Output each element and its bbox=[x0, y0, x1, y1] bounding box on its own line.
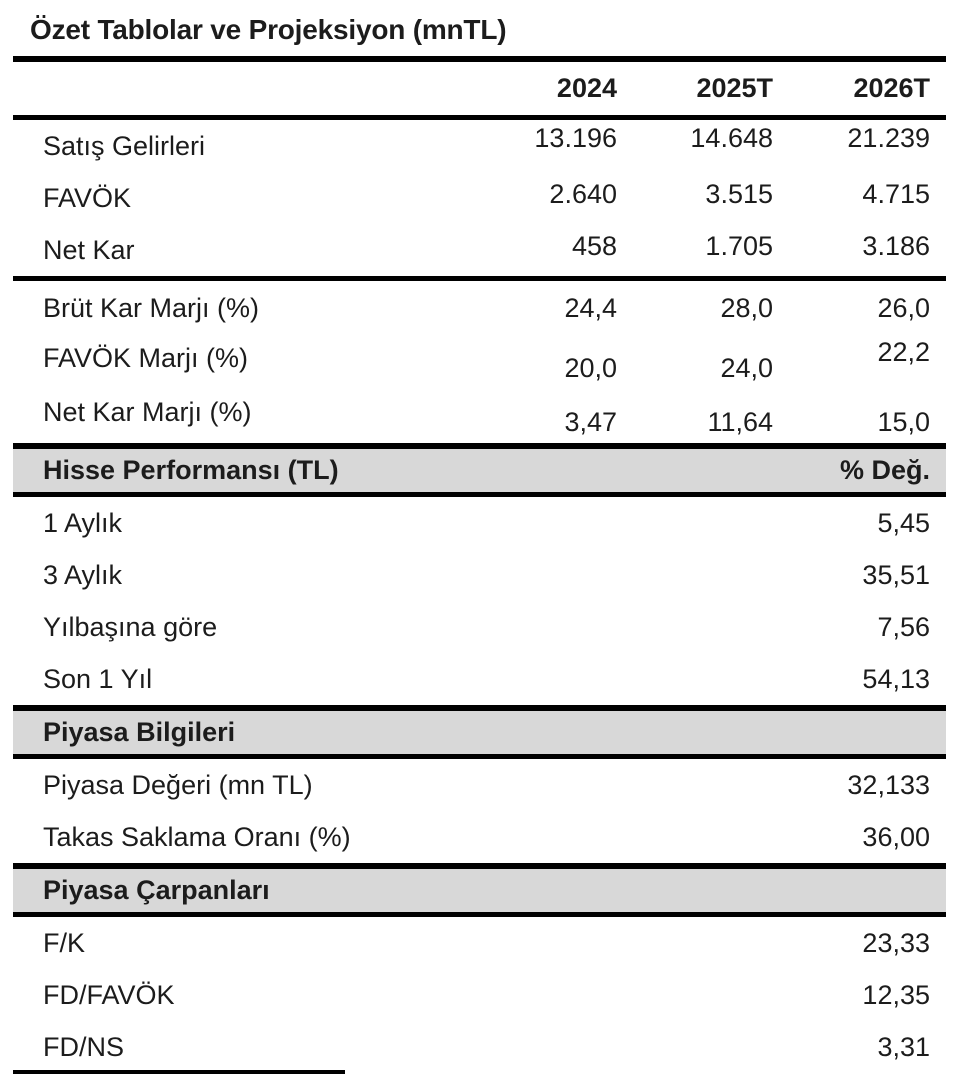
row-value: 4.715 bbox=[862, 178, 930, 209]
row-value: 24,0 bbox=[720, 352, 773, 383]
row-label: Net Kar bbox=[43, 234, 135, 265]
row-value: 13.196 bbox=[534, 122, 617, 153]
row-label: Son 1 Yıl bbox=[43, 663, 153, 694]
row-value: 11,64 bbox=[707, 406, 773, 437]
row-value: 15,0 bbox=[877, 406, 930, 437]
table-row-3-aylik: 3 Aylık 35,51 bbox=[13, 549, 946, 601]
row-value: 3.515 bbox=[705, 178, 773, 209]
row-value: 36,00 bbox=[862, 821, 930, 852]
table-row-takas-saklama-orani: Takas Saklama Oranı (%) 36,00 bbox=[13, 811, 946, 863]
section-header-label: Hisse Performansı (TL) bbox=[43, 455, 339, 485]
column-header-row: 2024 2025T 2026T bbox=[13, 62, 946, 115]
row-label: FAVÖK bbox=[43, 182, 132, 213]
divider bbox=[13, 115, 946, 120]
row-label: 3 Aylık bbox=[43, 559, 123, 590]
row-label: FAVÖK Marjı (%) bbox=[43, 342, 249, 373]
row-value: 21.239 bbox=[847, 122, 930, 153]
row-value: 54,13 bbox=[862, 663, 930, 694]
row-value: 2.640 bbox=[549, 178, 617, 209]
row-label: Net Kar Marjı (%) bbox=[43, 396, 252, 427]
row-label: 1 Aylık bbox=[43, 507, 123, 538]
section-header-hisse-performansi: Hisse Performansı (TL) % Değ. bbox=[13, 449, 946, 492]
row-value: 3,47 bbox=[564, 406, 617, 437]
divider bbox=[13, 754, 946, 759]
table-row-yilbasina-gore: Yılbaşına göre 7,56 bbox=[13, 601, 946, 653]
row-value: 458 bbox=[571, 230, 617, 261]
section-header-label: Piyasa Çarpanları bbox=[43, 875, 270, 905]
divider bbox=[13, 443, 946, 449]
row-value: 20,0 bbox=[564, 352, 617, 383]
divider bbox=[13, 492, 946, 497]
divider bbox=[13, 56, 946, 62]
section-header-label: Piyasa Bilgileri bbox=[43, 717, 236, 747]
row-label: Takas Saklama Oranı (%) bbox=[43, 821, 351, 852]
divider bbox=[13, 863, 946, 869]
row-label: Satış Gelirleri bbox=[43, 130, 206, 161]
row-label: Brüt Kar Marjı (%) bbox=[43, 292, 260, 323]
row-value: 32,133 bbox=[847, 769, 930, 800]
table-row-net-kar: Net Kar 458 1.705 3.186 bbox=[13, 224, 946, 276]
table-row-fd-favok: FD/FAVÖK 12,35 bbox=[13, 969, 946, 1021]
divider bbox=[13, 705, 946, 711]
table-row-son-1-yil: Son 1 Yıl 54,13 bbox=[13, 653, 946, 705]
row-value: 24,4 bbox=[564, 292, 617, 323]
section-header-piyasa-carpanlari: Piyasa Çarpanları bbox=[13, 869, 946, 912]
row-label: Yılbaşına göre bbox=[43, 611, 218, 642]
divider bbox=[13, 912, 946, 917]
table-row-fk: F/K 23,33 bbox=[13, 917, 946, 969]
row-value: 28,0 bbox=[720, 292, 773, 323]
table-row-satis-gelirleri: Satış Gelirleri 13.196 14.648 21.239 bbox=[13, 120, 946, 172]
table-row-favok: FAVÖK 2.640 3.515 4.715 bbox=[13, 172, 946, 224]
row-value: 14.648 bbox=[690, 122, 773, 153]
table-row-brut-kar-marji: Brüt Kar Marjı (%) 24,4 28,0 26,0 bbox=[13, 281, 946, 335]
section-header-right-label: % Değ. bbox=[839, 455, 930, 485]
table-row-piyasa-degeri: Piyasa Değeri (mn TL) 32,133 bbox=[13, 759, 946, 811]
row-value: 5,45 bbox=[877, 507, 930, 538]
row-value: 12,35 bbox=[862, 979, 930, 1010]
section-header-piyasa-bilgileri: Piyasa Bilgileri bbox=[13, 711, 946, 754]
divider bbox=[13, 276, 946, 281]
row-value: 22,2 bbox=[877, 336, 930, 367]
row-value: 3.186 bbox=[862, 230, 930, 261]
divider bbox=[13, 1070, 345, 1074]
column-header-2026t: 2026T bbox=[853, 73, 930, 103]
page-title: Özet Tablolar ve Projeksiyon (mnTL) bbox=[30, 14, 507, 45]
table-row-fd-ns: FD/NS 3,31 bbox=[13, 1021, 946, 1073]
row-value: 35,51 bbox=[862, 559, 930, 590]
table-row-net-kar-marji: Net Kar Marjı (%) 3,47 11,64 15,0 bbox=[13, 389, 946, 443]
row-value: 23,33 bbox=[862, 927, 930, 958]
row-label: FD/NS bbox=[43, 1031, 124, 1062]
row-value: 7,56 bbox=[877, 611, 930, 642]
row-value: 3,31 bbox=[877, 1031, 930, 1062]
summary-table: 2024 2025T 2026T Satış Gelirleri 13.196 … bbox=[13, 56, 946, 1073]
row-label: Piyasa Değeri (mn TL) bbox=[43, 769, 313, 800]
table-row-1-aylik: 1 Aylık 5,45 bbox=[13, 497, 946, 549]
row-value: 26,0 bbox=[877, 292, 930, 323]
row-value: 1.705 bbox=[705, 230, 773, 261]
row-label: FD/FAVÖK bbox=[43, 979, 175, 1010]
column-header-2025t: 2025T bbox=[696, 73, 773, 103]
table-row-favok-marji: FAVÖK Marjı (%) 20,0 24,0 22,2 bbox=[13, 335, 946, 389]
column-header-2024: 2024 bbox=[556, 73, 617, 103]
row-label: F/K bbox=[43, 927, 86, 958]
